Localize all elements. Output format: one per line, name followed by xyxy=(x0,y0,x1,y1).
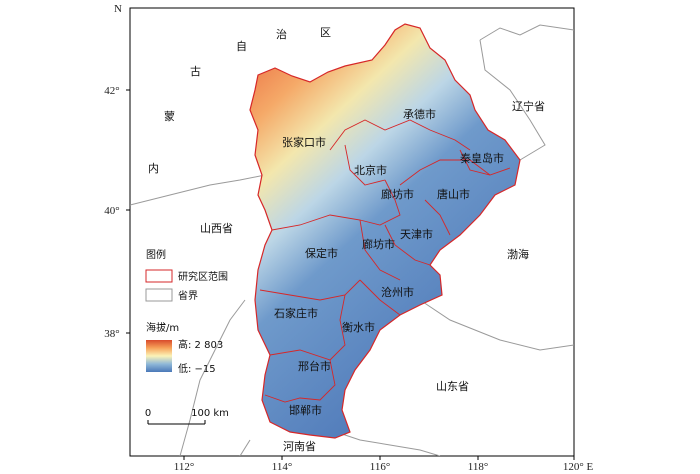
city-label: 承德市 xyxy=(403,107,436,121)
city-label: 沧州市 xyxy=(381,285,414,299)
city-label: 衡水市 xyxy=(342,320,375,334)
elevation-colorbar xyxy=(146,340,172,372)
legend: 图例 研究区范围 省界 海拔/m 高: 2 803 低: −15 xyxy=(145,248,228,375)
legend-title: 图例 xyxy=(146,248,166,261)
study-region-swatch xyxy=(145,269,173,283)
lat-tick-40: 40° xyxy=(104,205,119,217)
city-label: 石家庄市 xyxy=(274,306,318,320)
region-label: 山西省 xyxy=(200,222,233,235)
city-label: 廊坊市 xyxy=(381,187,414,201)
city-label: 廊坊市 xyxy=(362,237,395,251)
elevation-high: 高: 2 803 xyxy=(178,338,223,351)
lon-tick-120: 120° E xyxy=(563,461,594,473)
city-label: 北京市 xyxy=(354,163,387,177)
city-label: 邯郸市 xyxy=(289,403,322,417)
lon-tick-116: 116° xyxy=(370,461,391,473)
region-label: 古 xyxy=(190,65,201,78)
province-boundaries xyxy=(130,24,574,456)
lat-tick-38: 38° xyxy=(104,328,119,340)
city-label: 保定市 xyxy=(305,246,338,260)
region-label: 蒙 xyxy=(164,110,175,123)
region-label: 自 xyxy=(236,40,247,53)
city-label: 张家口市 xyxy=(282,135,326,149)
lat-tick-42: 42° xyxy=(104,85,119,97)
scale-distance: 100 km xyxy=(191,408,229,419)
city-label: 秦皇岛市 xyxy=(460,151,504,165)
lon-tick-112: 112° xyxy=(174,461,195,473)
region-label: 山东省 xyxy=(436,380,469,393)
legend-item-study-region: 研究区范围 xyxy=(178,270,228,283)
elevation-title: 海拔/m xyxy=(146,321,179,334)
elevation-low: 低: −15 xyxy=(178,362,216,375)
region-label: 辽宁省 xyxy=(512,99,545,113)
lon-tick-114: 114° xyxy=(272,461,293,473)
city-label: 邢台市 xyxy=(298,359,331,373)
scale-zero: 0 xyxy=(145,408,151,419)
lon-tick-118: 118° xyxy=(468,461,489,473)
region-label: 渤海 xyxy=(507,247,529,261)
north-label: N xyxy=(114,3,122,15)
axis-ticks xyxy=(126,89,575,460)
region-label: 河南省 xyxy=(283,440,316,453)
region-label: 治 xyxy=(276,27,287,41)
scale-bar: 0 100 km xyxy=(145,408,229,425)
city-label: 天津市 xyxy=(400,227,433,241)
study-region xyxy=(249,23,521,439)
city-label: 唐山市 xyxy=(437,187,470,201)
city-boundaries xyxy=(259,119,511,403)
region-label: 区 xyxy=(320,26,331,39)
legend-item-province: 省界 xyxy=(178,289,198,302)
province-swatch xyxy=(145,288,173,302)
region-label: 内 xyxy=(148,161,159,175)
